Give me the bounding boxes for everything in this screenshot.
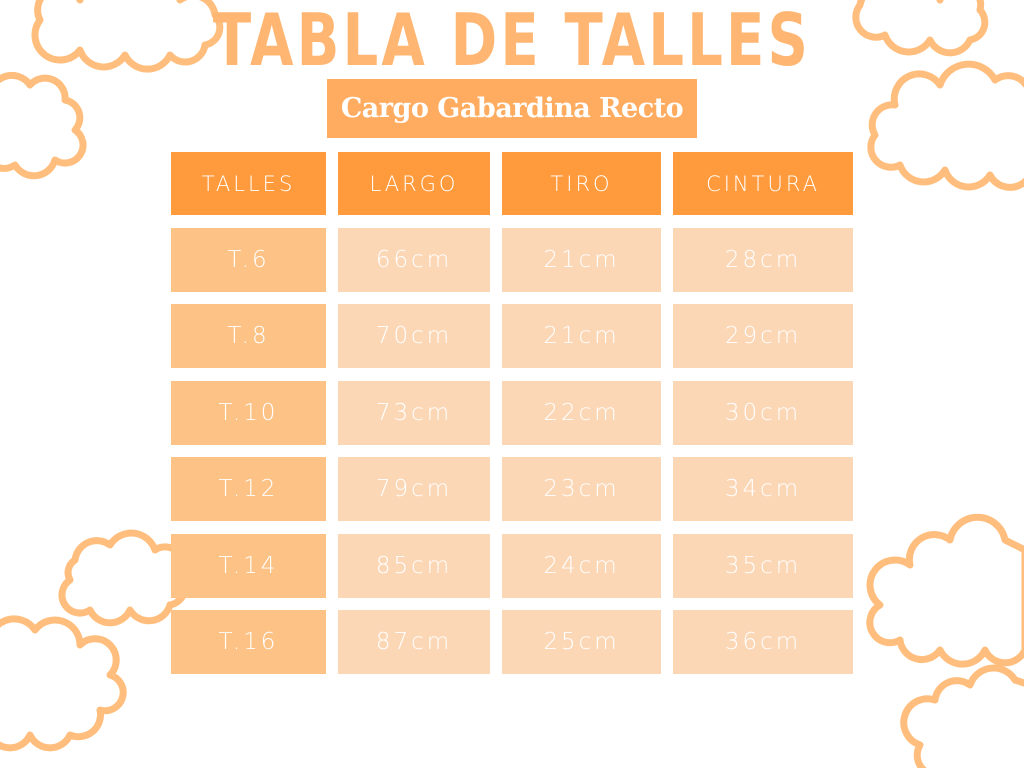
measurement-cell: 22cm: [502, 381, 661, 445]
size-cell: T.16: [171, 610, 326, 674]
measurement-cell: 34cm: [673, 457, 853, 521]
measurement-cell: 23cm: [502, 457, 661, 521]
cloud-icon: [58, 529, 189, 627]
column-header: LARGO: [338, 152, 490, 215]
measurement-cell: 25cm: [502, 610, 661, 674]
page-title: TABLA DE TALLES: [212, 0, 812, 82]
measurement-cell: 66cm: [338, 228, 490, 292]
measurement-cell: 87cm: [338, 610, 490, 674]
size-cell: T.12: [171, 457, 326, 521]
column-header: TIRO: [502, 152, 661, 215]
measurement-cell: 79cm: [338, 457, 490, 521]
cloud-icon: [866, 513, 1024, 668]
cloud-icon: [900, 664, 1024, 768]
column-header: TALLES: [171, 152, 326, 215]
measurement-cell: 30cm: [673, 381, 853, 445]
size-cell: T.14: [171, 534, 326, 598]
measurement-cell: 70cm: [338, 304, 490, 368]
size-cell: T.6: [171, 228, 326, 292]
size-cell: T.10: [171, 381, 326, 445]
cloud-icon: [0, 615, 127, 752]
cloud-icon: [852, 0, 989, 57]
measurement-cell: 85cm: [338, 534, 490, 598]
cloud-icon: [867, 60, 1024, 191]
column-header: CINTURA: [673, 152, 853, 215]
measurement-cell: 28cm: [673, 228, 853, 292]
product-subtitle: Cargo Gabardina Recto: [327, 79, 697, 138]
cloud-icon: [0, 72, 87, 180]
measurement-cell: 35cm: [673, 534, 853, 598]
measurement-cell: 29cm: [673, 304, 853, 368]
cloud-icon: [31, 0, 224, 73]
measurement-cell: 21cm: [502, 304, 661, 368]
measurement-cell: 24cm: [502, 534, 661, 598]
measurement-cell: 73cm: [338, 381, 490, 445]
measurement-cell: 36cm: [673, 610, 853, 674]
measurement-cell: 21cm: [502, 228, 661, 292]
size-cell: T.8: [171, 304, 326, 368]
